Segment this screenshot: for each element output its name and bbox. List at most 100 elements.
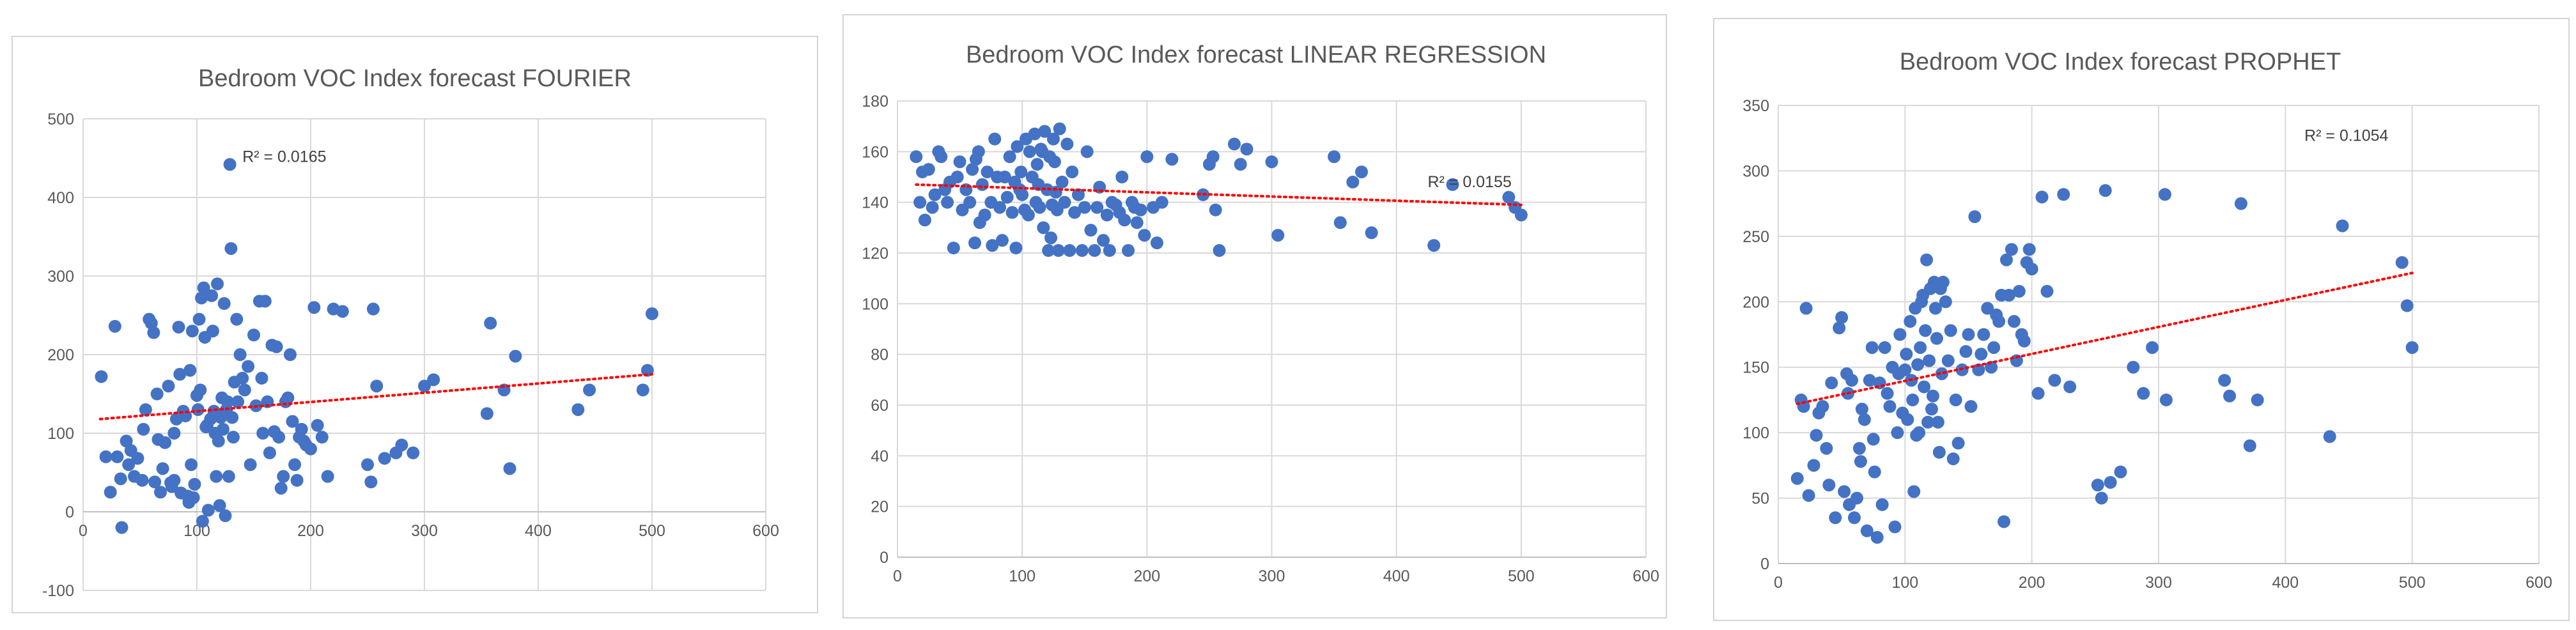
data-point (191, 403, 205, 417)
data-point (1921, 415, 1935, 429)
y-tick-label: 20 (871, 498, 888, 516)
data-point (509, 350, 522, 363)
y-tick-label: 200 (1742, 293, 1769, 311)
data-point (148, 475, 162, 489)
data-point (1802, 489, 1815, 502)
data-point (947, 242, 960, 255)
data-point (1975, 348, 1988, 361)
data-point (2063, 380, 2077, 394)
x-tick-label: 400 (525, 522, 552, 540)
data-point (172, 320, 185, 334)
data-point (480, 407, 493, 420)
data-point (1845, 374, 1859, 387)
data-point (1893, 328, 1907, 341)
data-point (1855, 403, 1868, 416)
data-point (1904, 315, 1917, 328)
data-point (2057, 188, 2070, 201)
data-point (233, 348, 247, 361)
data-point (2035, 190, 2049, 204)
data-point (1848, 511, 1861, 525)
data-point (1209, 203, 1222, 217)
data-point (1928, 302, 1942, 315)
data-point (224, 242, 238, 255)
data-point (206, 325, 219, 338)
data-point (336, 305, 349, 318)
data-point (1941, 354, 1955, 367)
data-point (1863, 374, 1876, 387)
data-point (321, 470, 334, 483)
x-tick-label: 500 (639, 522, 665, 540)
data-point (978, 208, 991, 222)
data-point (1140, 150, 1154, 164)
data-point (159, 436, 172, 449)
data-point (1935, 367, 1948, 380)
data-point (217, 297, 231, 311)
data-point (1820, 442, 1833, 455)
data-point (1810, 429, 1823, 442)
data-point (1328, 150, 1341, 164)
data-point (1913, 426, 1926, 440)
data-point (1875, 498, 1889, 511)
data-point (2012, 284, 2026, 298)
data-point (2095, 491, 2108, 505)
data-point (1946, 452, 1960, 466)
chart-title: Bedroom VOC Index forecast PROPHET (1900, 49, 2341, 75)
data-point (975, 178, 989, 191)
y-tick-label: 160 (862, 143, 888, 161)
data-point (378, 452, 391, 465)
data-point (1860, 524, 1874, 537)
data-point (1011, 140, 1024, 153)
data-point (418, 380, 431, 393)
data-point (137, 422, 150, 436)
x-tick-label: 400 (1383, 567, 1410, 585)
data-point (263, 446, 276, 459)
data-point (244, 458, 257, 472)
data-point (1134, 203, 1147, 217)
data-point (2146, 341, 2159, 354)
data-point (1868, 465, 1881, 479)
data-point (1816, 400, 1829, 413)
data-point (1502, 190, 1516, 204)
data-point (1936, 275, 1950, 289)
data-point (1951, 436, 1965, 450)
r-squared-label: R² = 0.0165 (242, 148, 326, 166)
data-point (918, 213, 931, 227)
data-point (115, 521, 128, 534)
data-point (1084, 224, 1098, 237)
data-point (114, 472, 127, 486)
y-tick-label: -100 (42, 582, 74, 600)
x-tick-label: 500 (1508, 567, 1535, 585)
data-point (1866, 433, 1880, 446)
y-tick-label: 120 (862, 245, 888, 263)
y-tick-label: 0 (880, 549, 888, 567)
data-point (1122, 244, 1135, 257)
data-point (192, 312, 206, 326)
data-point (1030, 158, 1044, 171)
data-point (226, 411, 239, 424)
data-point (1920, 253, 1934, 266)
data-point (1898, 363, 1912, 376)
data-point (1265, 155, 1278, 169)
x-tick-label: 200 (297, 522, 324, 540)
trendline (915, 183, 1523, 206)
data-point (988, 132, 1002, 146)
x-tick-label: 400 (2272, 574, 2299, 592)
data-point (2091, 479, 2104, 492)
y-tick-label: 500 (47, 111, 74, 128)
data-point (1931, 415, 1944, 429)
data-point (1865, 341, 1879, 354)
data-point (238, 383, 251, 397)
data-point (1088, 244, 1101, 257)
chart-panel-fourier: Bedroom VOC Index forecast FOURIER -100 0… (12, 36, 818, 613)
data-point (1901, 413, 1914, 426)
data-point (255, 371, 268, 385)
data-point (1930, 332, 1943, 345)
data-point (1870, 531, 1884, 544)
data-point (304, 442, 317, 456)
data-point (1825, 376, 1838, 390)
data-point (185, 458, 198, 472)
data-point (571, 403, 585, 417)
x-tick-label: 0 (79, 522, 88, 540)
data-point (1883, 400, 1897, 413)
data-point (427, 373, 440, 387)
